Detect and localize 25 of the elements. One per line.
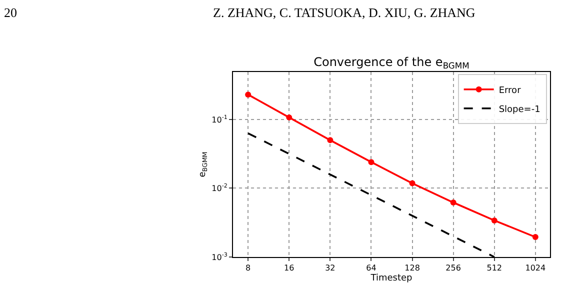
- point: [327, 137, 334, 144]
- point: [286, 114, 292, 120]
- x-tick-label: 512: [486, 264, 502, 273]
- x-tick-label: 32: [325, 264, 336, 273]
- y-tick-label: 10$^{-2}$: [212, 182, 228, 194]
- point: [368, 159, 374, 166]
- chart-title: Convergence of the e$_{BGMM}$: [314, 55, 470, 71]
- y-tick-label: 10$^{-1}$: [212, 114, 228, 124]
- x-tick-label: 16: [284, 264, 294, 273]
- legend-label: Slope=-1: [498, 104, 540, 115]
- text: Z. ZHANG, C. TATSUOKA, D. XIU, G. ZHANG: [213, 5, 476, 20]
- point: [532, 234, 538, 240]
- point: [245, 92, 252, 98]
- x-tick-label: 1024: [525, 264, 546, 273]
- point: [409, 180, 416, 186]
- x-tick-label: 64: [366, 264, 376, 273]
- text: 20: [4, 5, 17, 20]
- y-tick-label: 10$^{-3}$: [212, 251, 228, 262]
- x-tick-label: 8: [246, 264, 251, 273]
- x-tick-label: 128: [404, 264, 420, 273]
- legend-label: Error: [498, 86, 522, 96]
- x-axis-title: Timestep: [370, 273, 413, 284]
- x-tick-label: 256: [446, 264, 461, 273]
- point: [491, 217, 498, 224]
- point: [450, 200, 456, 206]
